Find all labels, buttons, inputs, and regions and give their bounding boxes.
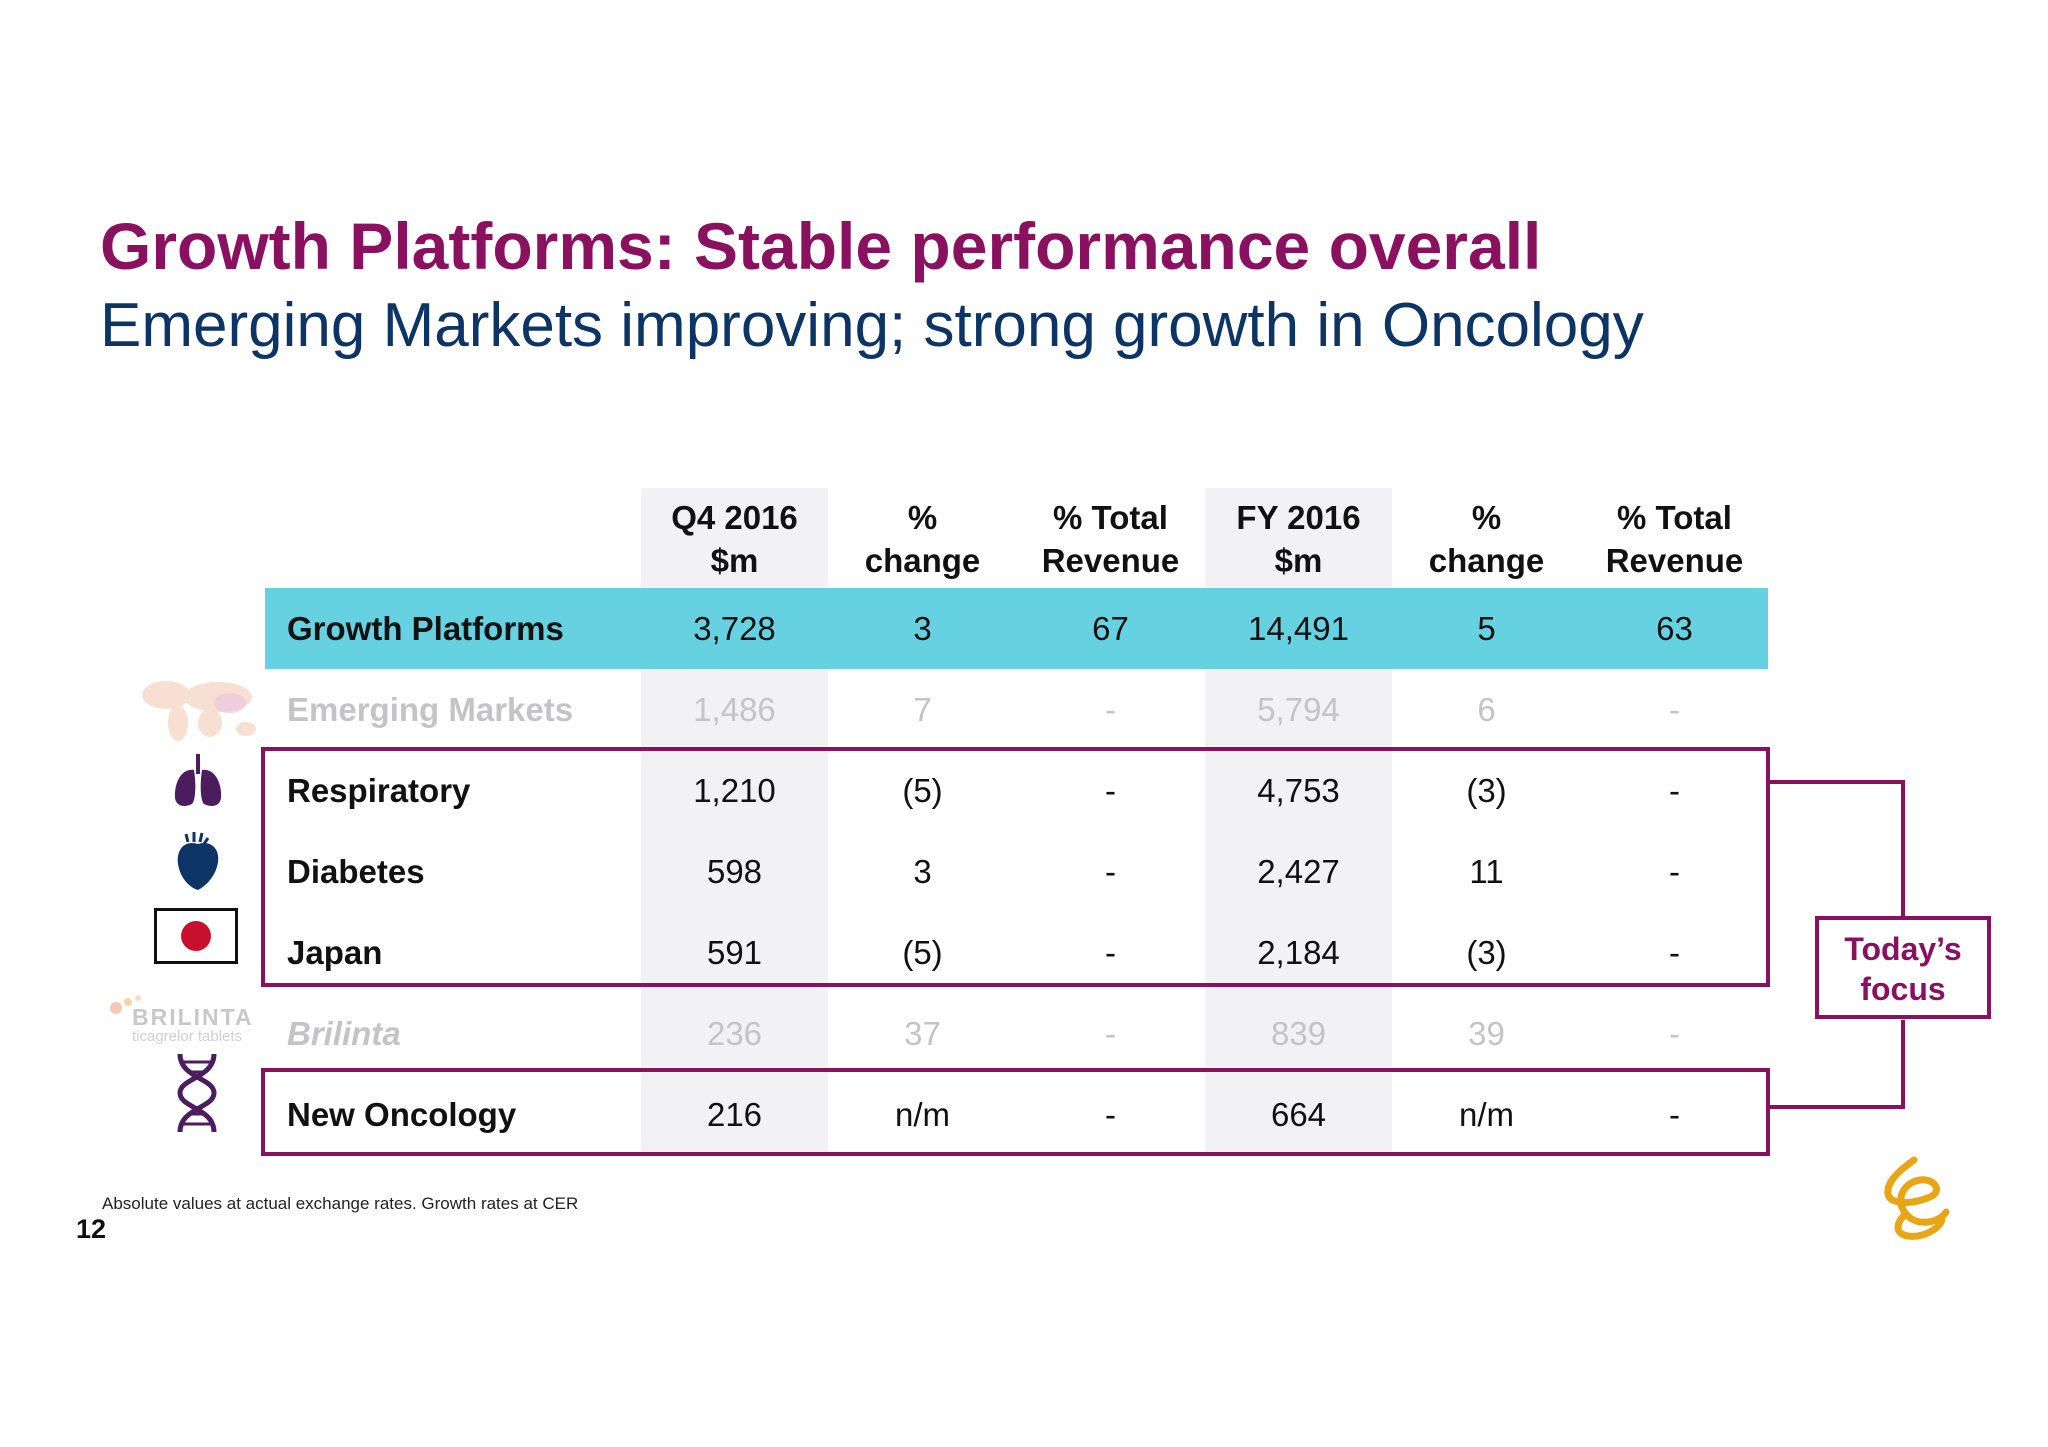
row-label: Growth Platforms [287,610,564,647]
brilinta-swirl-icon [110,995,141,1014]
cell: 839 [1270,1015,1327,1052]
cell: 3 [913,853,932,890]
row-label: Respiratory [287,772,471,809]
row-label: Brilinta [287,1015,401,1052]
cell: 1,210 [693,772,776,809]
cell: (5) [902,934,943,971]
header-q4-value: Q4 2016 $m [671,499,798,579]
cell: 3,728 [693,610,776,647]
cell: 1,486 [693,691,776,728]
table-row-brilinta: Brilinta 236 37 - 839 39 - [265,993,1768,1074]
brilinta-wordmark: BRILINTA [132,1004,254,1030]
cell: - [1105,853,1116,890]
header-fy-total: % Total Revenue [1605,499,1744,579]
cell: 2,427 [1257,853,1340,890]
row-label: New Oncology [287,1096,517,1133]
cell: 5,794 [1257,691,1340,728]
cell: 598 [706,853,763,890]
cell: 4,753 [1257,772,1340,809]
header-q4-total: % Total Revenue [1041,499,1180,579]
heart-icon [177,832,219,890]
cell: n/m [1458,1096,1514,1133]
table-row-emerging-markets: Emerging Markets 1,486 7 - 5,794 6 - [265,669,1768,750]
cell: (3) [1466,772,1507,809]
cell: - [1669,853,1680,890]
cell: 11 [1469,853,1504,890]
japan-flag-icon [154,908,238,964]
table-row-diabetes: Diabetes 598 3 - 2,427 11 - [265,831,1768,912]
page-number: 12 [76,1214,107,1244]
cell: 6 [1477,691,1496,728]
focus-group-box [261,747,1770,987]
cell: 591 [706,934,763,971]
cell: 2,184 [1257,934,1340,971]
cell: - [1105,934,1116,971]
cell: - [1105,772,1116,809]
cell: - [1669,1015,1680,1052]
cell: 216 [706,1096,763,1133]
cell: 3 [913,610,932,647]
brilinta-logo: BRILINTA ticagrelor tablets [102,995,292,1046]
cell: - [1669,772,1680,809]
brilinta-tagline: ticagrelor tablets [132,1028,243,1045]
table-row-respiratory: Respiratory 1,210 (5) - 4,753 (3) - [265,750,1768,831]
cell: 63 [1656,610,1693,647]
cell: n/m [894,1096,950,1133]
lungs-icon [174,754,222,806]
footnote: Absolute values at actual exchange rates… [102,1194,579,1213]
cell: 7 [913,691,932,728]
dna-icon [177,1053,217,1133]
header-fy-value: FY 2016 $m [1236,499,1361,579]
page-subtitle: Emerging Markets improving; strong growt… [100,291,1644,360]
table-row-japan: Japan 591 (5) - 2,184 (3) - [265,912,1768,993]
cell: - [1669,691,1680,728]
header-q4-change: % change [864,499,981,579]
row-label: Emerging Markets [287,691,574,728]
row-label: Diabetes [287,853,425,890]
cell: - [1105,1015,1116,1052]
row-label: Japan [287,934,383,971]
cell: - [1105,691,1116,728]
cell: 67 [1092,610,1129,647]
cell: 5 [1477,610,1496,647]
oncology-box [261,1068,1770,1156]
table-row-new-oncology: New Oncology 216 n/m - 664 n/m - [265,1074,1768,1155]
table-row-growth-platforms: Growth Platforms 3,728 3 67 14,491 5 63 [265,588,1768,669]
cell: - [1105,1096,1116,1133]
connector-lines [1766,780,1905,1109]
todays-focus-callout: Today’s focus [1815,916,1991,1019]
cell: 37 [904,1015,941,1052]
cell: 664 [1270,1096,1327,1133]
cell: - [1669,934,1680,971]
company-logo-icon [1884,1156,1950,1240]
cell: 236 [706,1015,763,1052]
header-fy-change: % change [1428,499,1545,579]
page-title: Growth Platforms: Stable performance ove… [100,209,1542,283]
cell: 14,491 [1248,610,1349,647]
cell: (5) [902,772,943,809]
cell: 39 [1468,1015,1505,1052]
cell: (3) [1466,934,1507,971]
world-map-icon [142,681,256,741]
cell: - [1669,1096,1680,1133]
